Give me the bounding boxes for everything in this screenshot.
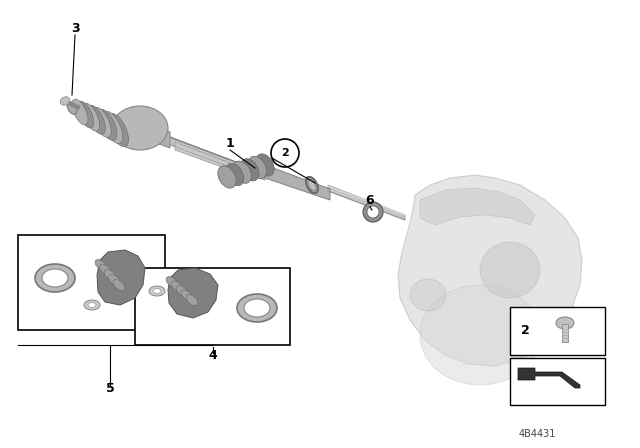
Bar xyxy=(562,324,568,342)
Ellipse shape xyxy=(171,281,183,292)
Ellipse shape xyxy=(95,259,107,271)
Ellipse shape xyxy=(149,286,165,296)
Polygon shape xyxy=(175,142,230,170)
Ellipse shape xyxy=(308,180,316,190)
Ellipse shape xyxy=(104,270,116,280)
Polygon shape xyxy=(97,250,145,305)
Ellipse shape xyxy=(92,107,111,138)
Ellipse shape xyxy=(233,161,252,183)
Ellipse shape xyxy=(480,242,540,298)
Ellipse shape xyxy=(113,280,125,290)
Ellipse shape xyxy=(420,285,540,385)
Text: 2: 2 xyxy=(281,148,289,158)
Ellipse shape xyxy=(84,300,100,310)
Text: 4B4431: 4B4431 xyxy=(518,429,556,439)
Ellipse shape xyxy=(367,206,379,218)
Polygon shape xyxy=(518,368,580,388)
Ellipse shape xyxy=(82,103,100,131)
Ellipse shape xyxy=(306,177,318,193)
Ellipse shape xyxy=(153,289,161,293)
Ellipse shape xyxy=(237,294,277,322)
Ellipse shape xyxy=(35,264,75,292)
Text: 6: 6 xyxy=(365,194,374,207)
Text: 5: 5 xyxy=(106,382,115,395)
Ellipse shape xyxy=(100,265,111,276)
Ellipse shape xyxy=(72,99,88,125)
Ellipse shape xyxy=(108,113,129,146)
Polygon shape xyxy=(265,165,330,200)
Ellipse shape xyxy=(109,275,120,285)
Ellipse shape xyxy=(60,97,70,105)
Bar xyxy=(510,358,605,405)
Polygon shape xyxy=(420,188,535,225)
Bar xyxy=(510,307,605,355)
Ellipse shape xyxy=(248,156,267,179)
Ellipse shape xyxy=(87,105,106,134)
Polygon shape xyxy=(398,175,582,366)
Text: 2: 2 xyxy=(520,323,529,336)
Ellipse shape xyxy=(218,166,236,188)
Ellipse shape xyxy=(181,290,193,301)
Ellipse shape xyxy=(256,154,274,176)
Ellipse shape xyxy=(67,102,77,114)
Text: 4: 4 xyxy=(209,349,218,362)
Ellipse shape xyxy=(225,164,244,186)
Ellipse shape xyxy=(112,106,168,150)
Polygon shape xyxy=(120,113,170,148)
Polygon shape xyxy=(168,268,218,318)
Bar xyxy=(135,268,290,345)
Ellipse shape xyxy=(186,294,198,306)
Bar xyxy=(18,235,165,330)
Ellipse shape xyxy=(42,269,68,287)
Ellipse shape xyxy=(176,285,188,297)
Ellipse shape xyxy=(410,279,446,311)
Text: 1: 1 xyxy=(226,137,234,150)
Text: 3: 3 xyxy=(70,22,79,34)
Polygon shape xyxy=(328,185,405,220)
Ellipse shape xyxy=(97,109,117,141)
Ellipse shape xyxy=(363,202,383,222)
Ellipse shape xyxy=(88,302,96,307)
Ellipse shape xyxy=(244,299,270,317)
Ellipse shape xyxy=(556,317,574,329)
Polygon shape xyxy=(130,122,265,180)
Ellipse shape xyxy=(77,101,94,128)
Ellipse shape xyxy=(102,111,123,143)
Ellipse shape xyxy=(241,159,259,181)
Ellipse shape xyxy=(166,276,178,288)
Circle shape xyxy=(271,139,299,167)
